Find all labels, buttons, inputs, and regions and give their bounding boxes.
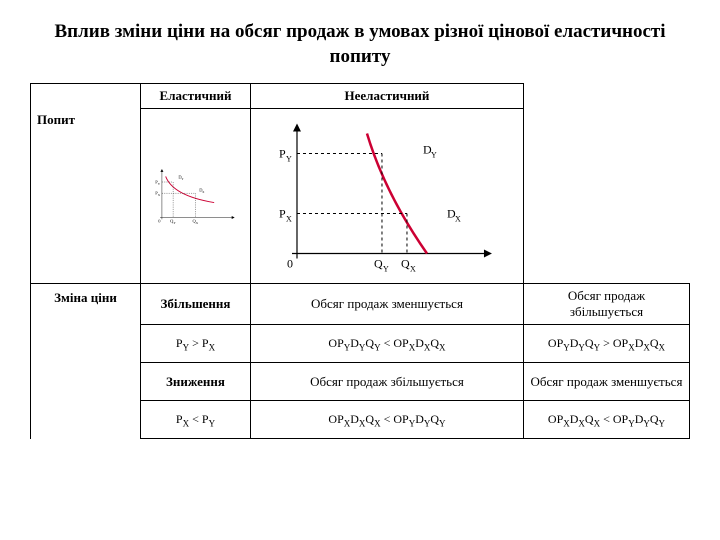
decrease-condition: PX < PY [141, 401, 251, 439]
svg-text:Y: Y [383, 265, 389, 274]
inelastic-decrease-text: Обсяг продаж зменшується [523, 363, 689, 401]
svg-text:Y: Y [286, 155, 292, 164]
svg-text:Q: Q [401, 257, 410, 271]
svg-text:X: X [158, 194, 161, 198]
elastic-header: Еластичний [141, 84, 251, 109]
svg-text:Q: Q [374, 257, 383, 271]
inelastic-header: Нееластичний [251, 84, 524, 109]
decrease-label: Зниження [166, 374, 225, 389]
svg-text:X: X [196, 222, 199, 226]
svg-text:0: 0 [287, 257, 293, 271]
svg-text:Y: Y [173, 222, 176, 226]
elastic-chart: PY PX DY DX 0 QY QX [147, 113, 244, 279]
elastic-increase-formula: OPYDYQY < OPXDXQX [251, 325, 524, 363]
svg-text:X: X [202, 190, 205, 194]
elastic-chart-cell: PY PX DY DX 0 QY QX [141, 109, 251, 284]
svg-text:X: X [410, 265, 416, 274]
svg-text:X: X [455, 215, 461, 224]
inelastic-chart: PY PX DY DX 0 QY QX [257, 113, 517, 279]
demand-header: Попит [37, 112, 75, 127]
inelastic-decrease-formula: OPXDXQX < OPYDYQY [523, 401, 689, 439]
svg-text:X: X [286, 215, 292, 224]
svg-text:0: 0 [158, 219, 161, 224]
elastic-decrease-text: Обсяг продаж збільшується [251, 363, 524, 401]
inelastic-increase-text: Обсяг продаж збільшується [523, 284, 689, 325]
svg-text:P: P [279, 147, 286, 161]
svg-text:Y: Y [181, 177, 184, 181]
increase-label: Збільшення [161, 296, 231, 311]
comparison-table: Попит Еластичний Нееластичний [30, 83, 690, 439]
price-change-header: Зміна ціни [54, 290, 117, 305]
svg-text:Y: Y [158, 182, 161, 186]
page-title: Вплив зміни ціни на обсяг продаж в умова… [30, 20, 690, 69]
increase-condition: PY > PX [141, 325, 251, 363]
inelastic-chart-cell: PY PX DY DX 0 QY QX [251, 109, 524, 284]
elastic-decrease-formula: OPXDXQX < OPYDYQY [251, 401, 524, 439]
inelastic-increase-formula: OPYDYQY > OPXDXQX [523, 325, 689, 363]
svg-text:P: P [279, 207, 286, 221]
svg-text:Y: Y [431, 151, 437, 160]
elastic-increase-text: Обсяг продаж зменшується [251, 284, 524, 325]
